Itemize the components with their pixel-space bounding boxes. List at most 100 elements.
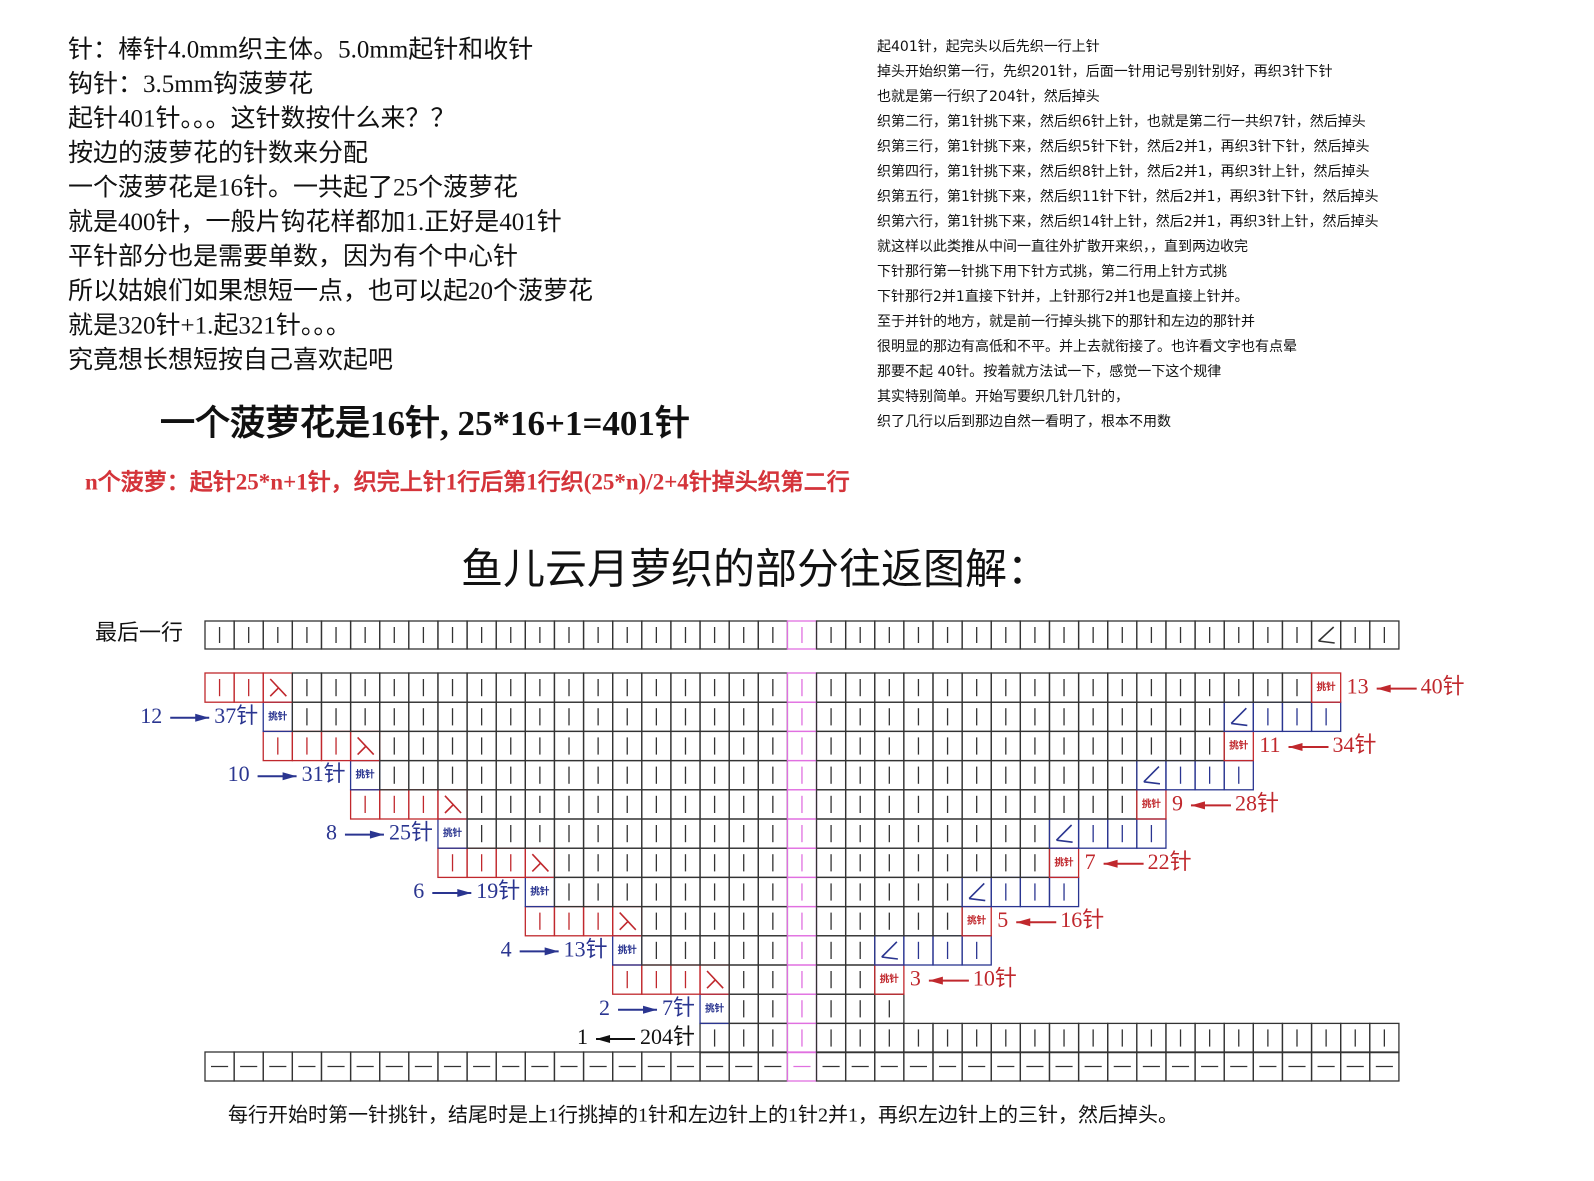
k2tog-symbol xyxy=(444,803,455,814)
arrow-head xyxy=(596,1035,611,1043)
dec-symbol xyxy=(1230,707,1247,724)
dec-symbol xyxy=(1143,781,1161,785)
row-label: 最后一行 xyxy=(95,620,183,645)
formula-note: n个菠萝：起针25*n+1针，织完上针1行后第1行织(25*n)/2+4针掉头织… xyxy=(85,468,850,494)
k2tog-symbol xyxy=(619,920,629,931)
dec-symbol xyxy=(881,941,898,958)
note-line: 按边的菠萝花的针数来分配 xyxy=(68,139,368,167)
dec-symbol xyxy=(1055,824,1073,841)
footer: 每行开始时第一针挑针，结尾时是上1行挑掉的1针和左边针上的1针2并1，再织左边针… xyxy=(228,1104,1178,1127)
row-number: 1 xyxy=(577,1024,588,1049)
pick-label: 挑针 xyxy=(618,944,638,956)
row-stitches: 28针 xyxy=(1235,790,1279,815)
note-line: 至于并针的地方，就是前一行掉头挑下的那针和左边的那针并 xyxy=(877,313,1255,330)
arrow-head xyxy=(369,830,384,839)
k2tog-symbol xyxy=(706,979,717,989)
row-number: 12 xyxy=(140,703,162,728)
row-number: 9 xyxy=(1172,790,1183,815)
note-line: 掉头开始织第一行，先织201针，后面一针用记号别针别好，再织3针下针 xyxy=(877,63,1333,80)
arrow-head xyxy=(282,772,297,781)
dec-symbol xyxy=(968,882,985,900)
note-line: 就是320针+1.起321针。。。 xyxy=(68,312,351,340)
row-stitches: 22针 xyxy=(1148,849,1192,874)
k2tog-symbol xyxy=(357,745,367,756)
note-line: 织第六行，第1针挑下来，然后织14针上针，然后2并1，再织3针上针，然后掉头 xyxy=(877,213,1378,230)
note-line: 也就是第一行织了204针，然后掉头 xyxy=(877,88,1100,105)
note-line: 就是400针，一般片钩花样都加1.正好是401针 xyxy=(68,208,562,236)
note-line: 起针401针。。。这针数按什么来？？ xyxy=(68,105,456,133)
dec-symbol xyxy=(1231,722,1248,727)
note-line: 就这样以此类推从中间一直往外扩散开来织，，直到两边收完 xyxy=(877,238,1248,255)
arrow-head xyxy=(1190,801,1205,810)
pick-label: 挑针 xyxy=(1055,856,1075,868)
note-line: 下针那行第一针挑下用下针方式挑，第二行用上针方式挑 xyxy=(877,263,1227,280)
row-stitches: 34针 xyxy=(1333,732,1377,757)
row-stitches: 16针 xyxy=(1060,907,1104,932)
row-number: 7 xyxy=(1085,849,1096,874)
note-line: 平针部分也是需要单数，因为有个中心针 xyxy=(68,243,518,271)
row-stitches: 25针 xyxy=(389,820,433,845)
dec-symbol xyxy=(969,897,986,902)
arrow-head xyxy=(457,889,472,897)
row-number: 13 xyxy=(1347,674,1369,699)
note-line: 织了几行以后到那边自然一看明了，根本不用数 xyxy=(877,413,1171,430)
dec-symbol xyxy=(1318,626,1335,642)
pick-label: 挑针 xyxy=(356,769,376,781)
arrow-head xyxy=(1103,859,1118,868)
pick-label: 挑针 xyxy=(705,1002,725,1014)
note-line: 起401针，起完头以后先织一行上针 xyxy=(877,39,1100,55)
arrow-head xyxy=(928,976,943,985)
note-line: 那要不起 40针。按着就方法试一下，感觉一下这个规律 xyxy=(877,363,1221,380)
k2tog-symbol xyxy=(269,687,280,697)
stitch-cell xyxy=(1369,1022,1400,1054)
row-stitches: 19针 xyxy=(476,878,520,903)
diagram-title: 鱼儿云月萝织的部分往返图解： xyxy=(461,545,1049,594)
note-line: 一个菠萝花是16针。一共起了25个菠萝花 xyxy=(68,174,518,202)
row-stitches: 37针 xyxy=(214,703,258,728)
arrow-head xyxy=(544,947,559,956)
pick-label: 挑针 xyxy=(880,973,900,985)
note-line: 所以姑娘们如果想短一点，也可以起20个菠萝花 xyxy=(68,277,593,305)
note-line: 钩针：3.5mm钩菠萝花 xyxy=(68,70,313,98)
row-number: 11 xyxy=(1259,732,1280,757)
arrow-head xyxy=(1016,918,1031,927)
row-stitches: 31针 xyxy=(302,761,346,786)
dec-symbol xyxy=(881,956,898,960)
note-line: 下针那行2并1直接下针并，上针那行2并1也是直接上针并。 xyxy=(877,288,1249,305)
row-number: 6 xyxy=(413,878,424,903)
note-line: 织第二行，第1针挑下来，然后织6针上针，也就是第二行一共织7针，然后掉头 xyxy=(877,113,1366,130)
note-line: 针：棒针4.0mm织主体。5.0mm起针和收针 xyxy=(68,36,533,64)
dec-symbol xyxy=(1056,839,1073,843)
row-number: 8 xyxy=(326,820,337,845)
row-number: 2 xyxy=(599,995,610,1020)
arrow-head xyxy=(195,713,210,722)
note-line: 织第五行，第1针挑下来，然后织11针下针，然后2并1，再织3针下针，然后掉头 xyxy=(877,188,1378,205)
dec-symbol xyxy=(1318,640,1335,644)
row-number: 3 xyxy=(910,966,921,991)
note-line: 很明显的那边有高低和不平。并上去就衔接了。也许看文字也有点晕 xyxy=(877,338,1297,355)
row-stitches: 204针 xyxy=(640,1024,695,1049)
formula: 一个菠萝花是16针, 25*16+1=401针 xyxy=(160,404,690,443)
row-number: 4 xyxy=(501,936,512,961)
pick-label: 挑针 xyxy=(1317,681,1337,693)
row-number: 10 xyxy=(228,761,250,786)
note-line: 其实特别简单。开始写要织几针几针的， xyxy=(877,388,1129,405)
k2tog-symbol xyxy=(531,862,542,872)
pick-label: 挑针 xyxy=(443,827,463,839)
note-line: 织第三行，第1针挑下来，然后织5针下针，然后2并1，再织3针下针，然后掉头 xyxy=(877,138,1370,155)
row-stitches: 13针 xyxy=(564,936,608,961)
row-stitches: 7针 xyxy=(662,995,695,1020)
pick-label: 挑针 xyxy=(530,886,550,898)
stitch-cell xyxy=(1310,672,1342,703)
note-line: 究竟想长想短按自己喜欢起吧 xyxy=(68,346,393,374)
pick-label: 挑针 xyxy=(967,915,987,927)
arrow-head xyxy=(643,1005,658,1014)
dec-symbol xyxy=(1143,766,1160,783)
row-stitches: 40针 xyxy=(1421,674,1465,699)
stitch-cell xyxy=(1369,620,1400,650)
note-line: 织第四行，第1针挑下来，然后织8针上针，然后2并1，再织3针上针，然后掉头 xyxy=(877,163,1370,180)
row-stitches: 10针 xyxy=(973,966,1017,991)
arrow-head xyxy=(1376,684,1391,693)
pick-label: 挑针 xyxy=(1229,740,1249,752)
